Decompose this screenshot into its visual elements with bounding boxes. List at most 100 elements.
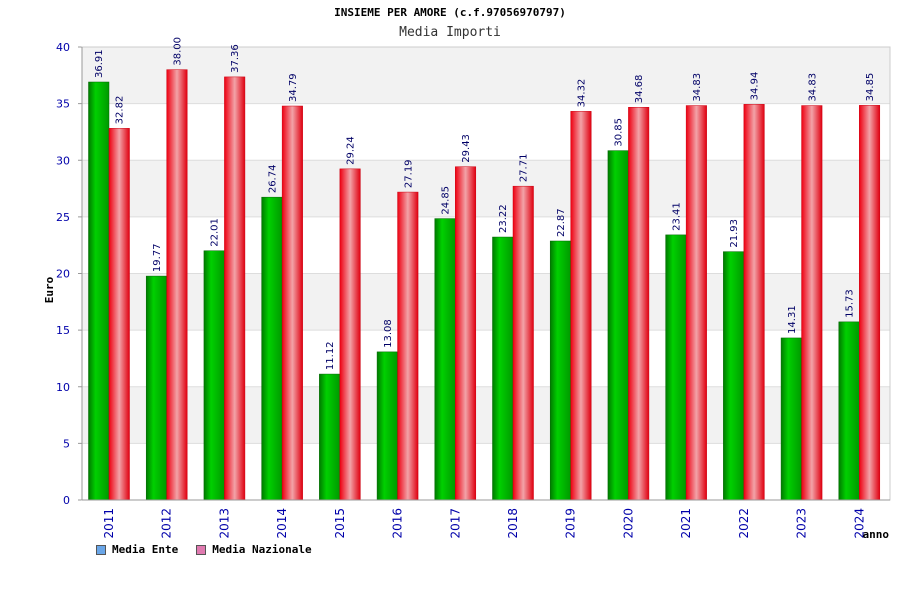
value-label: 26.74 (267, 165, 278, 194)
value-label: 38.00 (172, 37, 183, 66)
x-tick-label: 2019 (564, 508, 578, 539)
legend-label-ente: Media Ente (112, 543, 179, 556)
legend-label-nazionale: Media Nazionale (212, 543, 312, 556)
legend: Media Ente Media Nazionale (96, 543, 312, 556)
x-tick-label: 2013 (217, 508, 231, 539)
value-label: 22.01 (210, 218, 221, 247)
bar-nazionale-2012 (166, 69, 188, 501)
x-tick-label: 2012 (160, 508, 174, 539)
x-tick-label: 2016 (391, 508, 405, 539)
bar-ente-2024 (838, 321, 860, 501)
bar-nazionale-2013 (224, 76, 246, 501)
bar-nazionale-2015 (339, 168, 361, 501)
labels: 0 5 10 15 20 25 30 35 40 36.91 32.82 2011 19.77 38.00… (43, 37, 889, 541)
value-label: 34.79 (288, 73, 299, 102)
value-label: 29.24 (346, 136, 357, 165)
bar-nazionale-2021 (685, 105, 707, 501)
x-tick-label: 2022 (737, 508, 751, 539)
bar-ente-2011 (88, 81, 110, 501)
value-label: 11.12 (325, 341, 336, 370)
y-tick-label: 10 (56, 381, 70, 394)
value-label: 30.85 (614, 118, 625, 147)
grid-band (82, 443, 890, 500)
value-label: 23.41 (671, 202, 682, 231)
bar-ente-2019 (549, 240, 571, 501)
bar-nazionale-2020 (628, 106, 650, 501)
grid-band (82, 386, 890, 444)
bar-ente-2022 (723, 251, 745, 501)
y-tick-label: 40 (56, 41, 70, 54)
grid-band (82, 160, 890, 217)
bar-nazionale-2023 (801, 105, 823, 501)
y-tick-label: 30 (56, 154, 70, 167)
x-tick-label: 2011 (102, 508, 116, 539)
y-tick-label: 20 (56, 268, 70, 281)
x-tick-label: 2017 (448, 508, 462, 539)
value-label: 34.83 (692, 73, 703, 102)
x-axis-title: anno (863, 528, 890, 541)
bar-nazionale-2016 (397, 191, 419, 501)
value-label: 19.77 (152, 243, 163, 272)
legend-item-nazionale: Media Nazionale (196, 543, 312, 556)
bar-nazionale-2018 (512, 185, 534, 501)
legend-item-ente: Media Ente (96, 543, 178, 556)
y-axis-title: Euro (43, 276, 56, 303)
x-tick-label: 2021 (679, 508, 693, 539)
grid-band (82, 273, 890, 331)
chart-subtitle: Media Importi (399, 25, 501, 40)
bar-nazionale-2022 (743, 104, 765, 501)
value-label: 24.85 (441, 186, 452, 215)
value-label: 13.08 (383, 319, 394, 348)
value-label: 14.31 (787, 305, 798, 334)
bars (88, 69, 881, 501)
bar-nazionale-2014 (281, 105, 303, 501)
bar-nazionale-2019 (570, 111, 592, 501)
value-label: 32.82 (115, 96, 126, 125)
y-tick-label: 5 (63, 437, 70, 450)
legend-swatch-nazionale (196, 544, 207, 555)
grid-band (82, 103, 890, 161)
value-label: 15.73 (845, 289, 856, 318)
y-tick-label: 25 (56, 211, 70, 224)
grid-band (82, 330, 890, 387)
x-tick-label: 2023 (795, 508, 809, 539)
value-label: 34.83 (807, 73, 818, 102)
y-tick-label: 0 (63, 494, 70, 507)
value-label: 34.85 (865, 73, 876, 102)
value-label: 34.68 (634, 75, 645, 104)
value-label: 22.87 (556, 208, 567, 237)
bar-nazionale-2017 (455, 166, 477, 501)
y-tick-label: 15 (56, 324, 70, 337)
legend-swatch-ente (96, 544, 106, 555)
value-label: 34.32 (576, 79, 587, 108)
bar-ente-2016 (376, 351, 398, 501)
bar-ente-2013 (203, 250, 225, 501)
grid-band (82, 47, 890, 104)
value-label: 23.22 (498, 204, 509, 233)
grid-band (82, 216, 890, 274)
bar-ente-2015 (319, 373, 341, 501)
bar-ente-2018 (492, 236, 514, 501)
x-tick-label: 2024 (852, 508, 866, 539)
x-tick-label: 2020 (621, 508, 635, 539)
value-label: 29.43 (461, 134, 472, 163)
bar-nazionale-2011 (108, 128, 130, 501)
bar-ente-2017 (434, 218, 456, 501)
value-label: 27.71 (519, 154, 530, 183)
x-tick-label: 2018 (506, 508, 520, 539)
bar-ente-2014 (261, 196, 283, 501)
value-label: 21.93 (729, 219, 740, 248)
bar-ente-2023 (780, 337, 802, 501)
bar-ente-2021 (665, 234, 687, 501)
value-label: 36.91 (94, 49, 105, 78)
value-label: 34.94 (750, 72, 761, 101)
bar-nazionale-2024 (859, 105, 881, 501)
y-tick-label: 35 (56, 98, 70, 111)
bar-ente-2012 (145, 275, 167, 501)
axes (78, 46, 891, 501)
chart-title: INSIEME PER AMORE (c.f.97056970797) (334, 6, 566, 19)
x-tick-label: 2015 (333, 508, 347, 539)
bar-ente-2020 (607, 150, 629, 501)
x-tick-label: 2014 (275, 508, 289, 539)
